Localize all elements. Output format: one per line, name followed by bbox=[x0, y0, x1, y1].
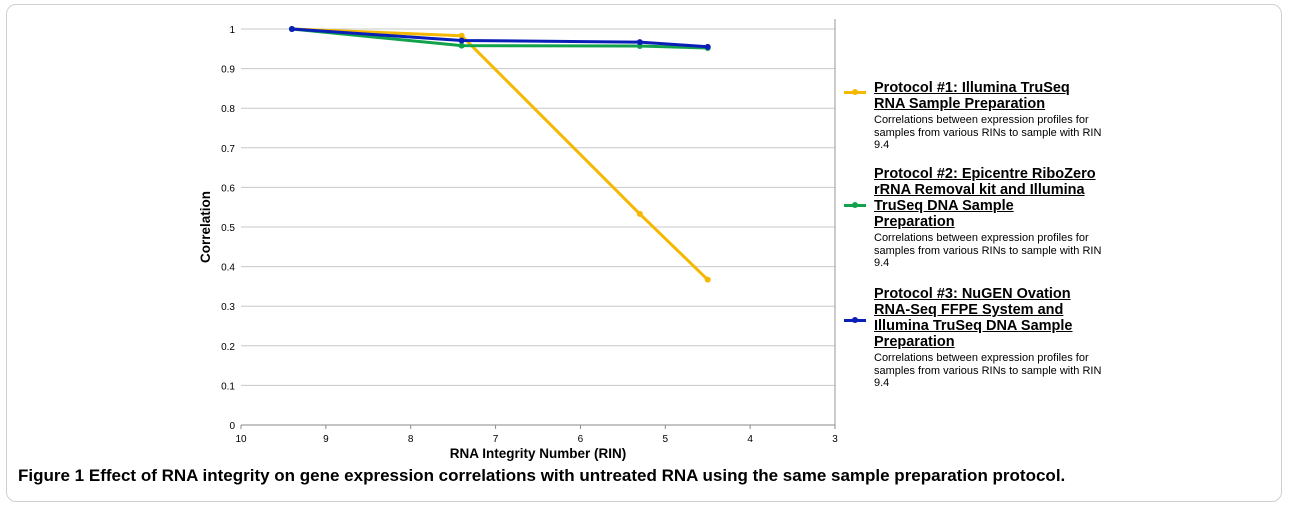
legend-title-line: rRNA Removal kit and Illumina bbox=[874, 182, 1085, 198]
legend-marker bbox=[852, 202, 858, 208]
legend-marker bbox=[852, 317, 858, 323]
y-tick-label: 0 bbox=[229, 421, 235, 432]
series-line-protocol-3 bbox=[291, 27, 708, 49]
series-line-protocol-1 bbox=[291, 27, 709, 281]
data-point-protocol-3 bbox=[288, 26, 295, 32]
caption-label: Figure 1 bbox=[18, 466, 85, 485]
x-tick-label: 7 bbox=[493, 434, 499, 445]
x-tick-label: 4 bbox=[747, 434, 753, 445]
y-tick-label: 0.9 bbox=[221, 65, 235, 76]
legend-description: Correlations between expression profiles… bbox=[874, 114, 1102, 151]
y-tick-label: 1 bbox=[229, 25, 235, 36]
legend-title-line: Protocol #1: Illumina TruSeq bbox=[874, 80, 1070, 96]
legend-title-line: Preparation bbox=[874, 334, 955, 350]
data-point-protocol-2 bbox=[458, 42, 465, 49]
series-line-protocol-2 bbox=[291, 27, 708, 50]
legend-title-line: Protocol #3: NuGEN Ovation bbox=[874, 286, 1071, 302]
data-point-protocol-1 bbox=[704, 276, 711, 283]
x-tick-label: 8 bbox=[408, 434, 414, 445]
y-tick-label: 0.2 bbox=[221, 342, 235, 353]
y-tick-label: 0.8 bbox=[221, 104, 235, 115]
legend-title-line: RNA-Seq FFPE System and bbox=[874, 302, 1064, 318]
y-axis-title: Correlation bbox=[198, 191, 213, 263]
legend-title-line: TruSeq DNA Sample bbox=[874, 198, 1014, 214]
caption-text: Effect of RNA integrity on gene expressi… bbox=[88, 466, 1066, 485]
x-axis-title: RNA Integrity Number (RIN) bbox=[450, 446, 627, 461]
x-tick-label: 5 bbox=[663, 434, 669, 445]
figure-caption: Figure 1 Effect of RNA integrity on gene… bbox=[18, 466, 1065, 486]
x-tick-label: 3 bbox=[832, 434, 838, 445]
legend-title-line: Illumina TruSeq DNA Sample bbox=[874, 318, 1073, 334]
data-point-protocol-3 bbox=[704, 43, 711, 50]
y-tick-label: 0.7 bbox=[221, 144, 235, 155]
legend-title-line: Preparation bbox=[874, 214, 955, 230]
x-tick-label: 10 bbox=[235, 434, 247, 445]
legend-description: Correlations between expression profiles… bbox=[874, 352, 1102, 389]
legend-marker bbox=[852, 89, 858, 95]
legend-description: Correlations between expression profiles… bbox=[874, 232, 1102, 269]
legend-title-line: RNA Sample Preparation bbox=[874, 96, 1046, 112]
x-tick-label: 6 bbox=[578, 434, 584, 445]
figure-frame bbox=[6, 4, 1282, 502]
data-point-protocol-3 bbox=[636, 39, 643, 46]
y-tick-label: 0.3 bbox=[221, 302, 235, 313]
y-tick-label: 0.5 bbox=[221, 223, 235, 234]
legend-title-line: Protocol #2: Epicentre RiboZero bbox=[874, 166, 1096, 182]
x-tick-label: 9 bbox=[323, 434, 329, 445]
y-tick-label: 0.4 bbox=[221, 263, 235, 274]
data-point-protocol-1 bbox=[458, 32, 465, 39]
y-tick-label: 0.1 bbox=[221, 381, 235, 392]
data-point-protocol-3 bbox=[458, 37, 465, 44]
y-tick-label: 0.6 bbox=[221, 183, 235, 194]
data-point-protocol-1 bbox=[636, 210, 643, 217]
